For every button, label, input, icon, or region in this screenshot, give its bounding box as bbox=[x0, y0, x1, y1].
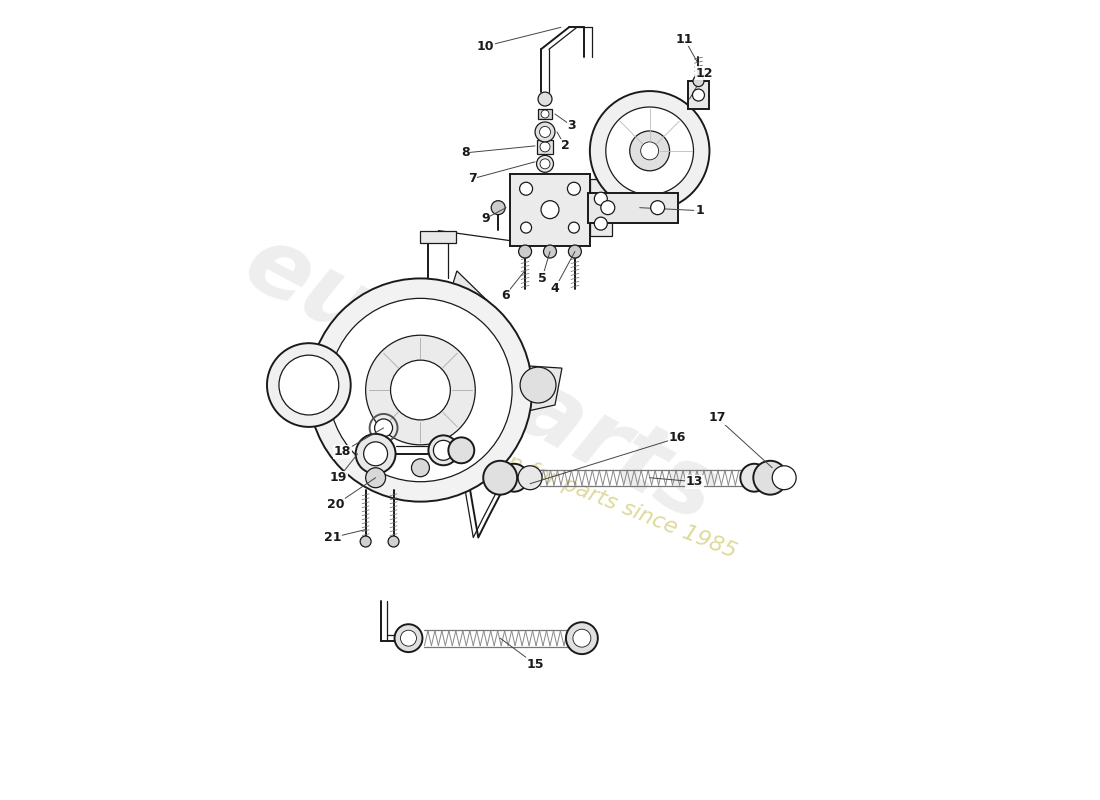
Circle shape bbox=[569, 222, 580, 233]
Text: 17: 17 bbox=[708, 411, 726, 425]
Text: 4: 4 bbox=[551, 282, 560, 295]
Circle shape bbox=[400, 630, 417, 646]
Circle shape bbox=[520, 367, 556, 403]
Circle shape bbox=[500, 464, 528, 492]
Circle shape bbox=[541, 110, 549, 118]
Text: 3: 3 bbox=[568, 119, 576, 133]
Circle shape bbox=[519, 182, 532, 195]
Circle shape bbox=[355, 434, 396, 474]
Circle shape bbox=[539, 126, 550, 138]
Circle shape bbox=[541, 201, 559, 218]
Circle shape bbox=[601, 201, 615, 214]
Bar bbox=[510, 174, 590, 246]
Text: 13: 13 bbox=[685, 475, 703, 488]
Polygon shape bbox=[587, 193, 678, 222]
Bar bbox=[688, 81, 710, 109]
Circle shape bbox=[535, 122, 556, 142]
Circle shape bbox=[390, 360, 450, 420]
Text: a passion for parts since 1985: a passion for parts since 1985 bbox=[420, 418, 739, 562]
Text: 5: 5 bbox=[538, 272, 547, 285]
Circle shape bbox=[365, 335, 475, 445]
Circle shape bbox=[590, 91, 710, 210]
Bar bbox=[538, 109, 552, 119]
Text: 10: 10 bbox=[476, 40, 494, 53]
Circle shape bbox=[740, 464, 768, 492]
Circle shape bbox=[650, 201, 664, 214]
Bar bbox=[420, 230, 456, 242]
Circle shape bbox=[365, 468, 386, 488]
Text: 6: 6 bbox=[500, 289, 509, 302]
Circle shape bbox=[520, 222, 531, 233]
Circle shape bbox=[518, 466, 542, 490]
Circle shape bbox=[569, 245, 582, 258]
Text: 19: 19 bbox=[330, 471, 348, 484]
Polygon shape bbox=[437, 271, 487, 346]
Circle shape bbox=[754, 461, 788, 494]
Circle shape bbox=[518, 245, 531, 258]
Text: 16: 16 bbox=[669, 431, 686, 444]
Text: 11: 11 bbox=[675, 33, 693, 46]
Text: 12: 12 bbox=[695, 66, 713, 80]
Text: europarts: europarts bbox=[228, 217, 733, 543]
Circle shape bbox=[573, 630, 591, 647]
Circle shape bbox=[772, 466, 796, 490]
Circle shape bbox=[543, 245, 557, 258]
Text: 8: 8 bbox=[461, 146, 470, 159]
Circle shape bbox=[540, 159, 550, 169]
Circle shape bbox=[267, 343, 351, 427]
Circle shape bbox=[309, 278, 532, 502]
Circle shape bbox=[279, 355, 339, 415]
Circle shape bbox=[594, 192, 607, 205]
Circle shape bbox=[594, 217, 607, 230]
Text: 18: 18 bbox=[334, 446, 351, 458]
Text: 9: 9 bbox=[481, 212, 490, 225]
Circle shape bbox=[540, 142, 550, 152]
Bar bbox=[537, 140, 553, 154]
Circle shape bbox=[483, 461, 517, 494]
Text: 21: 21 bbox=[324, 531, 341, 544]
Circle shape bbox=[606, 107, 693, 194]
Circle shape bbox=[449, 438, 474, 463]
Circle shape bbox=[538, 92, 552, 106]
Circle shape bbox=[364, 442, 387, 466]
Circle shape bbox=[433, 440, 453, 460]
Circle shape bbox=[565, 622, 597, 654]
Circle shape bbox=[388, 536, 399, 547]
Bar bbox=[590, 178, 612, 235]
Circle shape bbox=[568, 182, 581, 195]
Circle shape bbox=[395, 624, 422, 652]
Text: 15: 15 bbox=[526, 658, 543, 670]
Circle shape bbox=[537, 155, 553, 172]
Circle shape bbox=[492, 201, 505, 214]
Circle shape bbox=[375, 419, 393, 437]
Text: 2: 2 bbox=[561, 139, 570, 152]
Circle shape bbox=[411, 458, 429, 477]
Circle shape bbox=[360, 536, 371, 547]
Circle shape bbox=[640, 142, 659, 160]
Circle shape bbox=[428, 435, 459, 466]
Polygon shape bbox=[510, 365, 562, 415]
Text: 1: 1 bbox=[695, 204, 704, 217]
Circle shape bbox=[629, 131, 670, 170]
Circle shape bbox=[329, 298, 513, 482]
Text: 7: 7 bbox=[468, 172, 476, 186]
Circle shape bbox=[693, 76, 704, 86]
Circle shape bbox=[693, 89, 704, 101]
Text: 20: 20 bbox=[327, 498, 344, 511]
